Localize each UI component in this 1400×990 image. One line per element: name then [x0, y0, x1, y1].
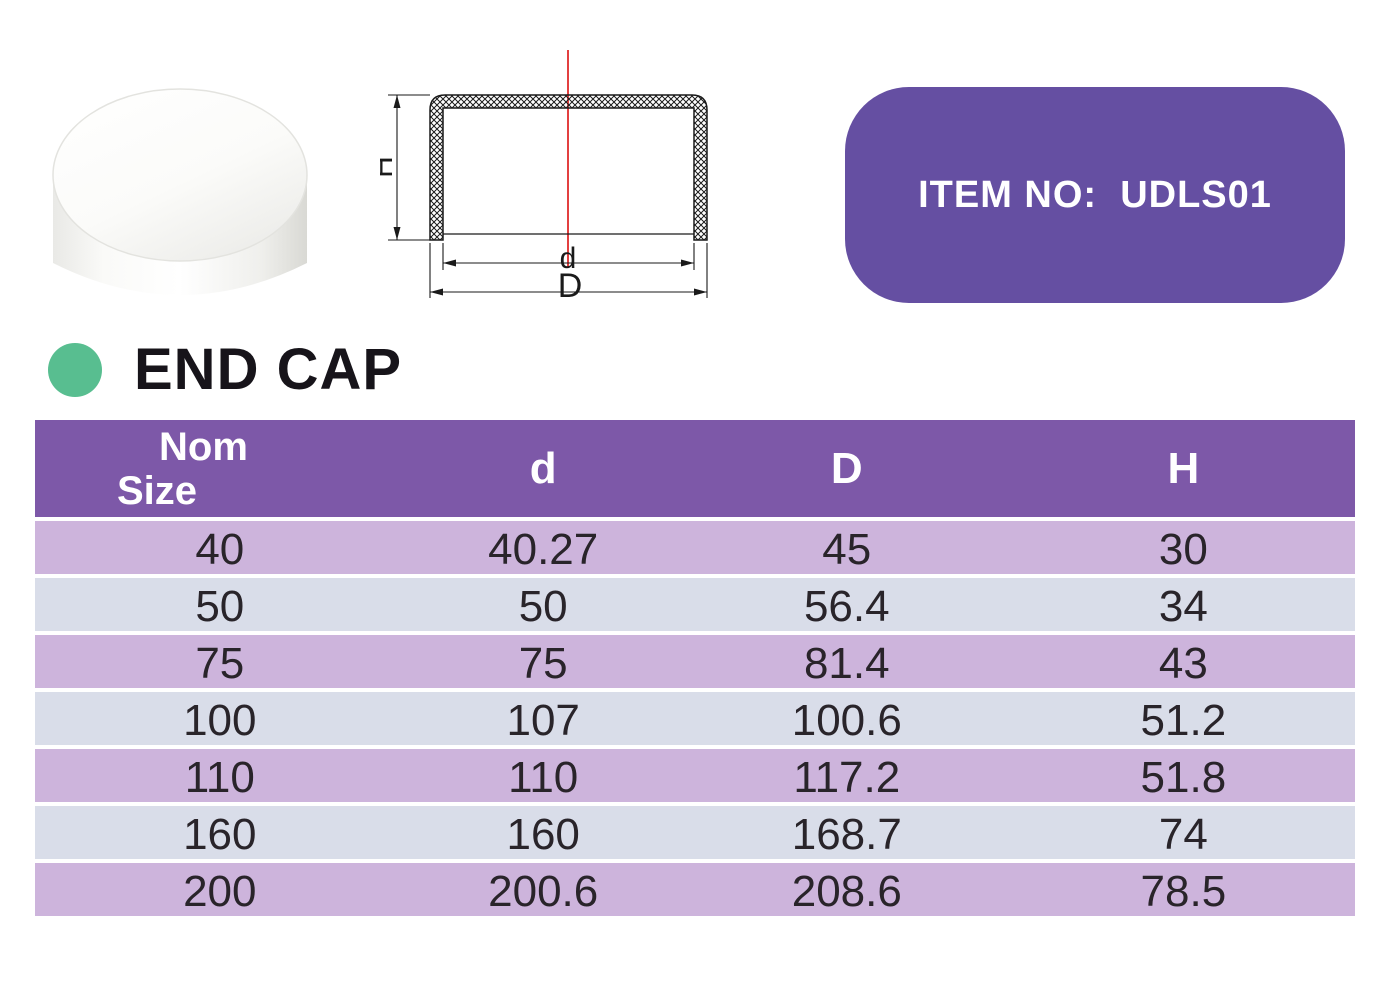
technical-drawing: H d D: [366, 30, 740, 315]
table-row: 110 110 117.2 51.8: [35, 745, 1355, 802]
cell-nom-size: 160: [183, 810, 257, 859]
table-row: 160 160 168.7 74: [35, 802, 1355, 859]
cell-h: 43: [1158, 639, 1208, 688]
cell-outer-d: 208.6: [791, 867, 902, 916]
cell-outer-d: 100.6: [791, 696, 902, 745]
header-cell-outer-d: D: [830, 443, 863, 493]
cell-outer-d: 81.4: [803, 639, 890, 688]
dimension-d: d: [442, 242, 695, 275]
cap-top-face: [52, 88, 308, 262]
cell-nom-size: 100: [183, 696, 257, 745]
item-number-badge: ITEM NO: UDLS01: [845, 87, 1345, 303]
dimension-label-h: H: [380, 156, 399, 178]
bullet-circle-icon: [48, 342, 102, 397]
header-size-label: Size: [117, 468, 198, 513]
end-cap-product-photo: [30, 35, 330, 315]
cell-nom-size: 110: [184, 753, 255, 802]
table-row: 50 50 56.4 34: [35, 574, 1355, 631]
cell-h: 78.5: [1140, 867, 1227, 916]
cell-d: 160: [506, 810, 580, 859]
header-cell-nom-size: Nom Size: [35, 425, 405, 513]
cell-h: 51.2: [1140, 696, 1227, 745]
cap-wall-section: [429, 94, 708, 241]
cell-d: 110: [508, 753, 579, 802]
cell-h: 30: [1158, 525, 1208, 574]
section-title-row: END CAP: [48, 336, 402, 403]
cell-d: 40.27: [488, 525, 599, 574]
table-row: 100 107 100.6 51.2: [35, 688, 1355, 745]
table-header-row: Nom Size d D H: [35, 420, 1355, 517]
item-number-label: ITEM NO: UDLS01: [918, 173, 1272, 216]
cell-d: 200.6: [488, 867, 599, 916]
header-cell-h: H: [1167, 443, 1200, 493]
dimension-h: H: [366, 94, 430, 241]
table-row: 200 200.6 208.6 78.5: [35, 859, 1355, 916]
cell-nom-size: 40: [195, 525, 245, 574]
cell-d: 107: [506, 696, 580, 745]
cell-nom-size: 200: [183, 867, 257, 916]
cell-h: 74: [1158, 810, 1208, 859]
header-nom-label: Nom: [159, 424, 248, 469]
cross-section-drawing: H d D: [366, 50, 708, 305]
cell-d: 75: [518, 639, 568, 688]
cell-d: 50: [518, 582, 568, 631]
cell-h: 51.8: [1140, 753, 1227, 802]
table-row: 40 40.27 45 30: [35, 517, 1355, 574]
cell-outer-d: 45: [822, 525, 872, 574]
header-cell-d: d: [529, 443, 557, 493]
cell-outer-d: 168.7: [791, 810, 902, 859]
spec-table: Nom Size d D H 40 40.27 45 30 50 50 56.4…: [35, 420, 1355, 916]
cell-nom-size: 50: [195, 582, 245, 631]
page-title: END CAP: [134, 337, 403, 402]
cell-outer-d: 56.4: [803, 582, 890, 631]
dimension-label-outer-d: D: [558, 267, 583, 305]
dimension-D: D: [429, 243, 708, 305]
cell-nom-size: 75: [195, 639, 245, 688]
cell-outer-d: 117.2: [793, 753, 901, 802]
end-cap-photo-graphic: [52, 88, 308, 295]
dimension-label-d: d: [560, 242, 577, 275]
cell-h: 34: [1158, 582, 1208, 631]
table-row: 75 75 81.4 43: [35, 631, 1355, 688]
